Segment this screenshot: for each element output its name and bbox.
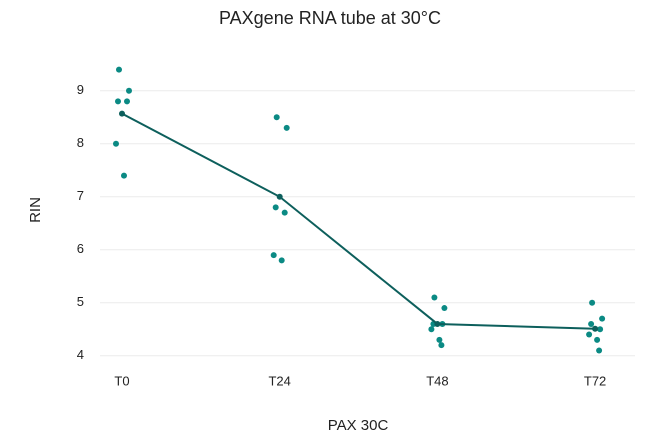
data-point xyxy=(278,257,285,264)
x-tick-label: T48 xyxy=(426,373,448,388)
mean-line xyxy=(121,112,596,330)
y-tick-label: 8 xyxy=(77,135,84,150)
data-point xyxy=(599,315,606,322)
chart-title: PAXgene RNA tube at 30°C xyxy=(219,8,441,28)
x-tick-label: T72 xyxy=(584,373,606,388)
x-axis-title: PAX 30C xyxy=(328,417,389,434)
data-point xyxy=(586,331,593,338)
data-point xyxy=(272,204,279,211)
data-point xyxy=(436,336,443,343)
y-tick-label: 6 xyxy=(77,241,84,256)
mean-point xyxy=(592,325,599,332)
data-point xyxy=(597,326,604,333)
y-tick-label: 9 xyxy=(77,82,84,97)
data-point xyxy=(273,114,280,121)
data-point xyxy=(589,299,596,306)
data-point xyxy=(428,326,435,333)
data-point xyxy=(113,140,119,147)
data-point xyxy=(270,252,277,259)
mean-point xyxy=(434,320,441,327)
data-point xyxy=(116,66,122,73)
data-point xyxy=(588,320,595,327)
data-point xyxy=(441,305,448,312)
data-point xyxy=(115,98,121,105)
data-point xyxy=(126,87,132,94)
mean-point xyxy=(119,110,125,117)
data-point xyxy=(124,98,130,105)
y-tick-label: 5 xyxy=(77,294,84,309)
data-point xyxy=(431,294,438,301)
data-point xyxy=(594,336,601,343)
y-tick-label: 7 xyxy=(77,188,84,203)
data-point xyxy=(283,124,290,131)
x-tick-label: T0 xyxy=(114,373,129,388)
data-point xyxy=(121,172,127,179)
y-axis-title: RIN xyxy=(27,197,44,223)
data-point xyxy=(281,209,288,216)
data-point xyxy=(596,347,603,354)
mean-point xyxy=(276,193,283,200)
data-point xyxy=(438,342,445,349)
y-tick-label: 4 xyxy=(77,347,84,362)
x-tick-label: T24 xyxy=(268,373,290,388)
